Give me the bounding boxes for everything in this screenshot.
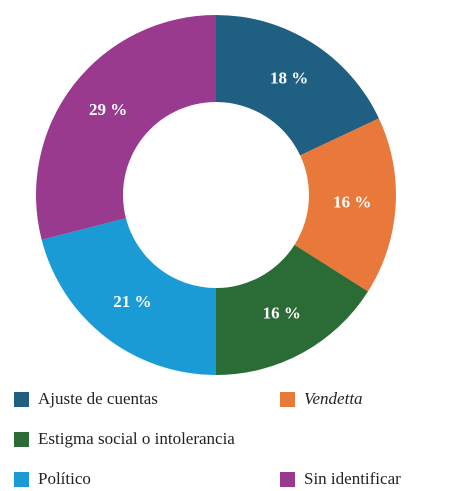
legend-swatch — [14, 432, 29, 447]
donut-segment — [294, 118, 396, 292]
donut-segment — [216, 244, 368, 376]
legend-label: Vendetta — [304, 389, 363, 408]
donut-segment — [35, 15, 216, 240]
donut-segment — [41, 218, 216, 375]
legend-label: Estigma social o intolerancia — [38, 429, 235, 448]
value-label: 18 % — [270, 69, 308, 88]
legend-swatch — [280, 392, 295, 407]
value-label: 29 % — [89, 100, 127, 119]
legend-swatch — [14, 392, 29, 407]
value-label: 21 % — [113, 292, 151, 311]
legend-label: Sin identificar — [304, 469, 401, 488]
legend-swatch — [280, 472, 295, 487]
value-label: 16 % — [333, 192, 371, 211]
value-label: 16 % — [263, 304, 301, 323]
legend-swatch — [14, 472, 29, 487]
legend-label: Ajuste de cuentas — [38, 389, 158, 408]
donut-segment — [216, 15, 379, 156]
legend-label: Político — [38, 469, 91, 488]
